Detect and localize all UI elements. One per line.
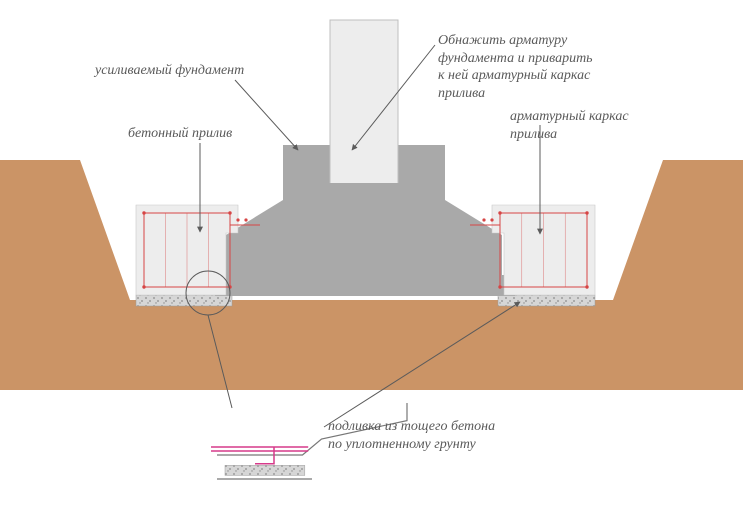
lean-concrete-bed-right [498,295,595,306]
label-concrete-flange: бетонный прилив [128,125,232,143]
column [330,20,398,185]
column-socket [326,183,402,193]
weld-point [244,218,247,221]
label-expose-rebar: Обнажить арматуруфундамента и приваритьк… [438,32,668,102]
lean-concrete-bed-left [136,295,232,306]
weld-point [482,218,485,221]
weld-point [236,218,239,221]
leader-reinforced_foundation [235,80,298,150]
label-lean-concrete-bed: подливка из тощего бетонапо уплотненному… [328,418,588,453]
label-rebar-cage: арматурный каркасприлива [510,108,710,143]
weld-point [490,218,493,221]
label-reinforced-foundation: усиливаемый фундамент [95,62,244,80]
